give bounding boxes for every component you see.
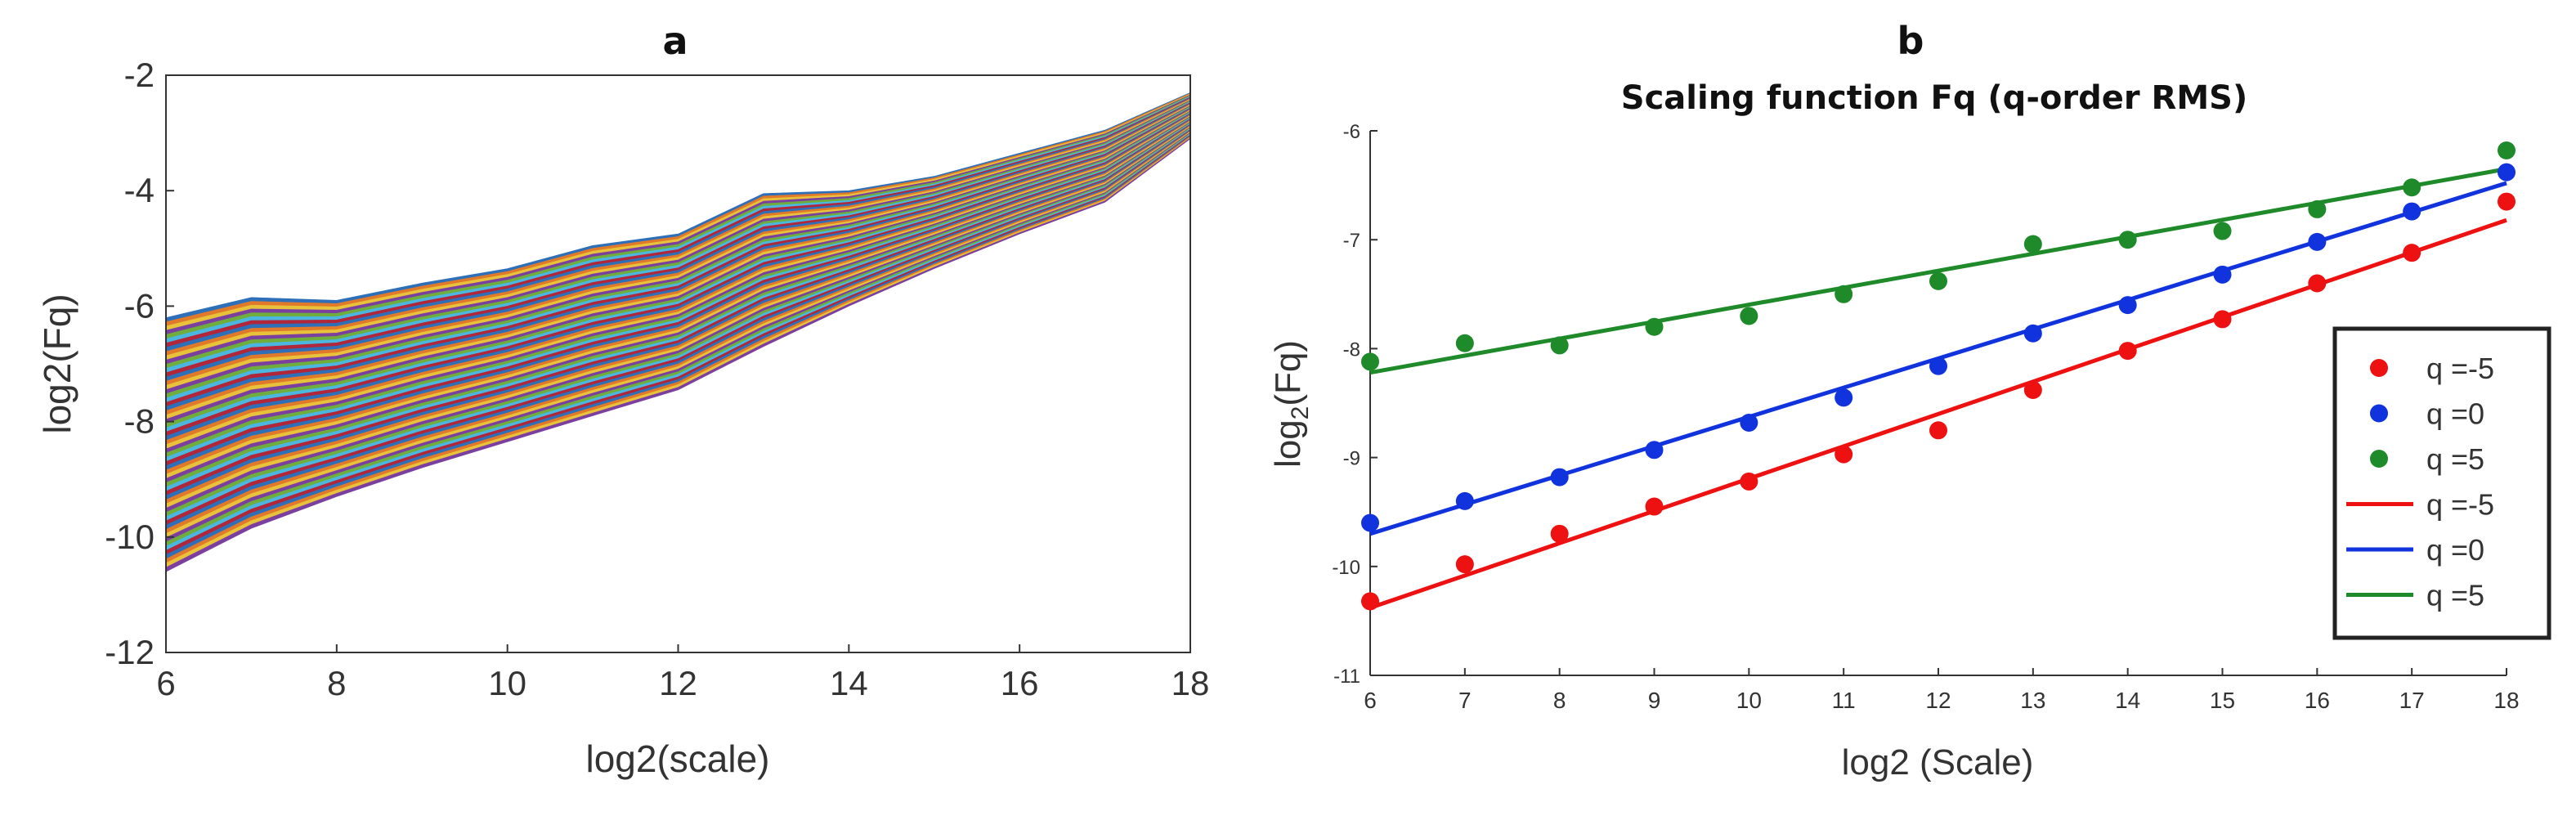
point-green-14	[2118, 231, 2137, 249]
point-green-17	[2403, 178, 2421, 197]
b-x-tick-label: 8	[1553, 688, 1566, 713]
panel-b-y-axis-label: log2(Fq)	[1268, 340, 1314, 468]
point-blue-10	[1740, 413, 1758, 432]
point-green-6	[1361, 352, 1379, 371]
point-red-16	[2308, 274, 2327, 293]
point-red-6	[1361, 592, 1379, 611]
legend-entry-label: q =5	[2426, 442, 2484, 476]
b-x-tick-label: 6	[1364, 688, 1377, 713]
panel-b-points	[1361, 141, 2516, 611]
b-y-tick-label: -6	[1343, 121, 1360, 143]
b-y-tick-label: -10	[1332, 557, 1360, 579]
panel-b-x-axis-label: log2 (Scale)	[1842, 742, 2034, 782]
point-blue-9	[1645, 441, 1664, 460]
point-green-13	[2023, 235, 2042, 253]
point-red-10	[1740, 472, 1758, 491]
b-x-tick-label: 14	[2115, 688, 2140, 713]
point-blue-11	[1835, 388, 1853, 407]
point-red-17	[2403, 244, 2421, 262]
point-blue-18	[2498, 163, 2516, 182]
point-blue-14	[2118, 296, 2137, 315]
legend-entry-label: q =-5	[2426, 488, 2494, 522]
b-x-tick-label: 17	[2399, 688, 2425, 713]
point-blue-16	[2308, 232, 2327, 251]
b-y-tick-label: -8	[1343, 339, 1360, 361]
a-x-tick-label: 6	[156, 664, 175, 702]
point-red-12	[1929, 421, 1947, 440]
b-x-tick-label: 12	[1925, 688, 1951, 713]
a-x-tick-label: 10	[488, 664, 526, 702]
panel-a-x-ticks: 6 8 10 12 14 16 18	[156, 644, 1209, 702]
panel-a: a 6 8 10 12 14 16 18 -2 -4 -6 -8 -10 -12 log2(scale…	[36, 19, 1209, 780]
panel-b-label: b	[1897, 19, 1924, 63]
point-blue-8	[1550, 468, 1569, 486]
a-x-tick-label: 8	[327, 664, 346, 702]
b-x-tick-label: 15	[2210, 688, 2235, 713]
panel-a-y-axis-label: log2(Fq)	[36, 294, 78, 433]
a-y-tick-label: -2	[124, 56, 155, 94]
a-x-tick-label: 14	[830, 664, 868, 702]
b-x-tick-label: 18	[2493, 688, 2519, 713]
panel-b: b Scaling function Fq (q-order RMS) 6 7 8 9…	[1268, 19, 2551, 782]
b-x-tick-label: 9	[1648, 688, 1661, 713]
a-y-tick-label: -4	[124, 171, 155, 209]
legend-marker-blue	[2370, 404, 2388, 423]
b-y-tick-label: -9	[1343, 448, 1360, 470]
point-green-10	[1740, 307, 1758, 325]
point-green-8	[1550, 336, 1569, 355]
point-green-15	[2213, 222, 2232, 240]
panel-b-y-ticks: -6 -7 -8 -9 -10 -11	[1332, 121, 1378, 688]
point-red-9	[1645, 497, 1664, 516]
a-y-tick-label: -12	[105, 633, 155, 671]
a-x-tick-label: 18	[1172, 664, 1210, 702]
legend-entry-label: q =0	[2426, 533, 2484, 567]
b-x-tick-label: 7	[1458, 688, 1472, 713]
b-y-tick-label: -7	[1343, 230, 1360, 252]
b-x-tick-label: 11	[1832, 688, 1856, 713]
point-green-11	[1835, 285, 1853, 303]
point-blue-13	[2023, 324, 2042, 343]
point-green-12	[1929, 271, 1947, 290]
legend-entry-label: q =0	[2426, 397, 2484, 431]
a-x-tick-label: 12	[659, 664, 697, 702]
point-blue-17	[2403, 202, 2421, 221]
a-x-tick-label: 16	[1001, 664, 1039, 702]
a-y-tick-label: -10	[105, 518, 155, 556]
point-red-7	[1455, 555, 1474, 574]
point-red-8	[1550, 524, 1569, 543]
point-blue-15	[2213, 265, 2232, 284]
legend-box	[2332, 326, 2551, 640]
point-red-11	[1835, 445, 1853, 464]
panel-a-y-ticks: -2 -4 -6 -8 -10 -12	[105, 56, 174, 671]
panel-b-title: Scaling function Fq (q-order RMS)	[1621, 79, 2247, 117]
b-x-tick-label: 10	[1736, 688, 1762, 713]
point-green-7	[1455, 334, 1474, 352]
point-blue-6	[1361, 513, 1379, 532]
a-y-tick-label: -6	[124, 286, 155, 325]
panel-a-bands	[165, 92, 1191, 572]
b-y-tick-label: -11	[1333, 666, 1360, 688]
point-green-18	[2498, 141, 2516, 159]
panel-b-x-ticks: 6 7 8 9 10 11 12 13 14 15 16 17 18	[1364, 668, 2520, 713]
point-green-9	[1645, 317, 1664, 336]
panel-a-x-axis-label: log2(scale)	[586, 738, 770, 780]
panel-a-label: a	[662, 19, 688, 63]
legend-entry-label: q =-5	[2426, 352, 2494, 385]
point-red-13	[2023, 381, 2042, 400]
point-red-14	[2118, 342, 2137, 361]
legend-marker-red	[2370, 359, 2388, 377]
b-x-tick-label: 16	[2305, 688, 2330, 713]
b-x-tick-label: 13	[2020, 688, 2045, 713]
a-y-tick-label: -8	[124, 402, 155, 441]
point-green-16	[2308, 200, 2327, 218]
point-blue-7	[1455, 491, 1474, 510]
legend-entry-label: q =5	[2426, 579, 2484, 612]
point-red-15	[2213, 310, 2232, 329]
legend-marker-green	[2370, 450, 2388, 468]
panel-b-legend: q =-5 q =0 q =5 q =-5 q =0 q =5	[2332, 326, 2551, 640]
point-blue-12	[1929, 356, 1947, 375]
point-red-18	[2498, 192, 2516, 211]
